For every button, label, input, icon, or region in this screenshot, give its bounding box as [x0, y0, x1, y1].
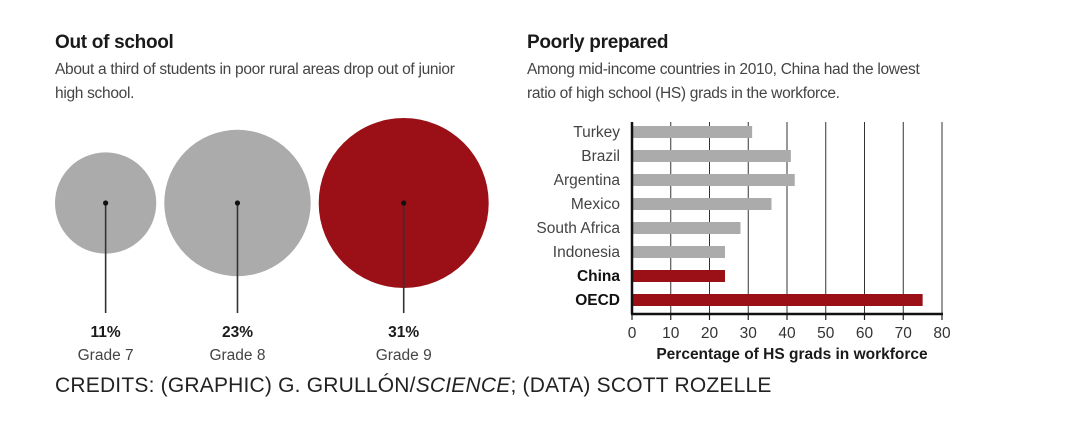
x-tick-label: 10 — [662, 325, 680, 342]
x-tick-label: 30 — [740, 325, 758, 342]
bubble-value-label: 31% — [388, 324, 419, 341]
category-label: OECD — [575, 292, 620, 309]
category-label: Argentina — [554, 172, 621, 189]
bar-south-africa — [632, 222, 741, 234]
bubble-center-dot-3 — [401, 200, 407, 206]
category-label: Turkey — [573, 124, 620, 141]
category-label: South Africa — [536, 220, 620, 237]
bubble-category-label: Grade 9 — [376, 347, 432, 364]
bar-mexico — [632, 198, 772, 210]
bar-argentina — [632, 174, 795, 186]
bar-oecd — [632, 294, 923, 306]
bar-china — [632, 270, 725, 282]
x-tick-label: 50 — [817, 325, 835, 342]
credits-publication: SCIENCE — [415, 374, 511, 397]
bubble-value-label: 23% — [222, 324, 253, 341]
credits-graphic: CREDITS: (GRAPHIC) G. GRULLÓN/ — [55, 374, 416, 397]
left-panel-title: Out of school — [55, 32, 174, 53]
bar-turkey — [632, 126, 753, 138]
bubble-center-dot-2 — [234, 200, 241, 206]
bubble-value-label: 11% — [91, 324, 121, 341]
x-tick-label: 80 — [933, 325, 951, 342]
left-panel-subtitle: About a third of students in poor rural … — [55, 61, 455, 102]
bubble-category-label: Grade 7 — [78, 347, 134, 364]
bubble-category-label: Grade 8 — [209, 347, 265, 364]
bubble-center-dot-1 — [103, 200, 109, 206]
category-label: Mexico — [571, 196, 620, 213]
bar-brazil — [632, 150, 791, 162]
x-tick-label: 0 — [628, 325, 637, 342]
x-tick-label: 20 — [701, 325, 719, 342]
right-panel-subtitle: Among mid-income countries in 2010, Chin… — [527, 61, 920, 102]
credits-data: ; (DATA) SCOTT ROZELLE — [510, 374, 772, 397]
bar-indonesia — [632, 246, 725, 258]
x-axis-title: Percentage of HS grads in workforce — [656, 346, 928, 363]
x-tick-label: 60 — [856, 325, 874, 342]
category-label: China — [577, 268, 620, 285]
category-label: Indonesia — [553, 244, 621, 261]
x-tick-label: 70 — [895, 325, 913, 342]
right-panel-title: Poorly prepared — [527, 32, 669, 53]
credits: CREDITS: (GRAPHIC) G. GRULLÓN/SCIENCE; (… — [55, 374, 772, 398]
category-label: Brazil — [581, 148, 620, 165]
x-tick-label: 40 — [778, 325, 796, 342]
